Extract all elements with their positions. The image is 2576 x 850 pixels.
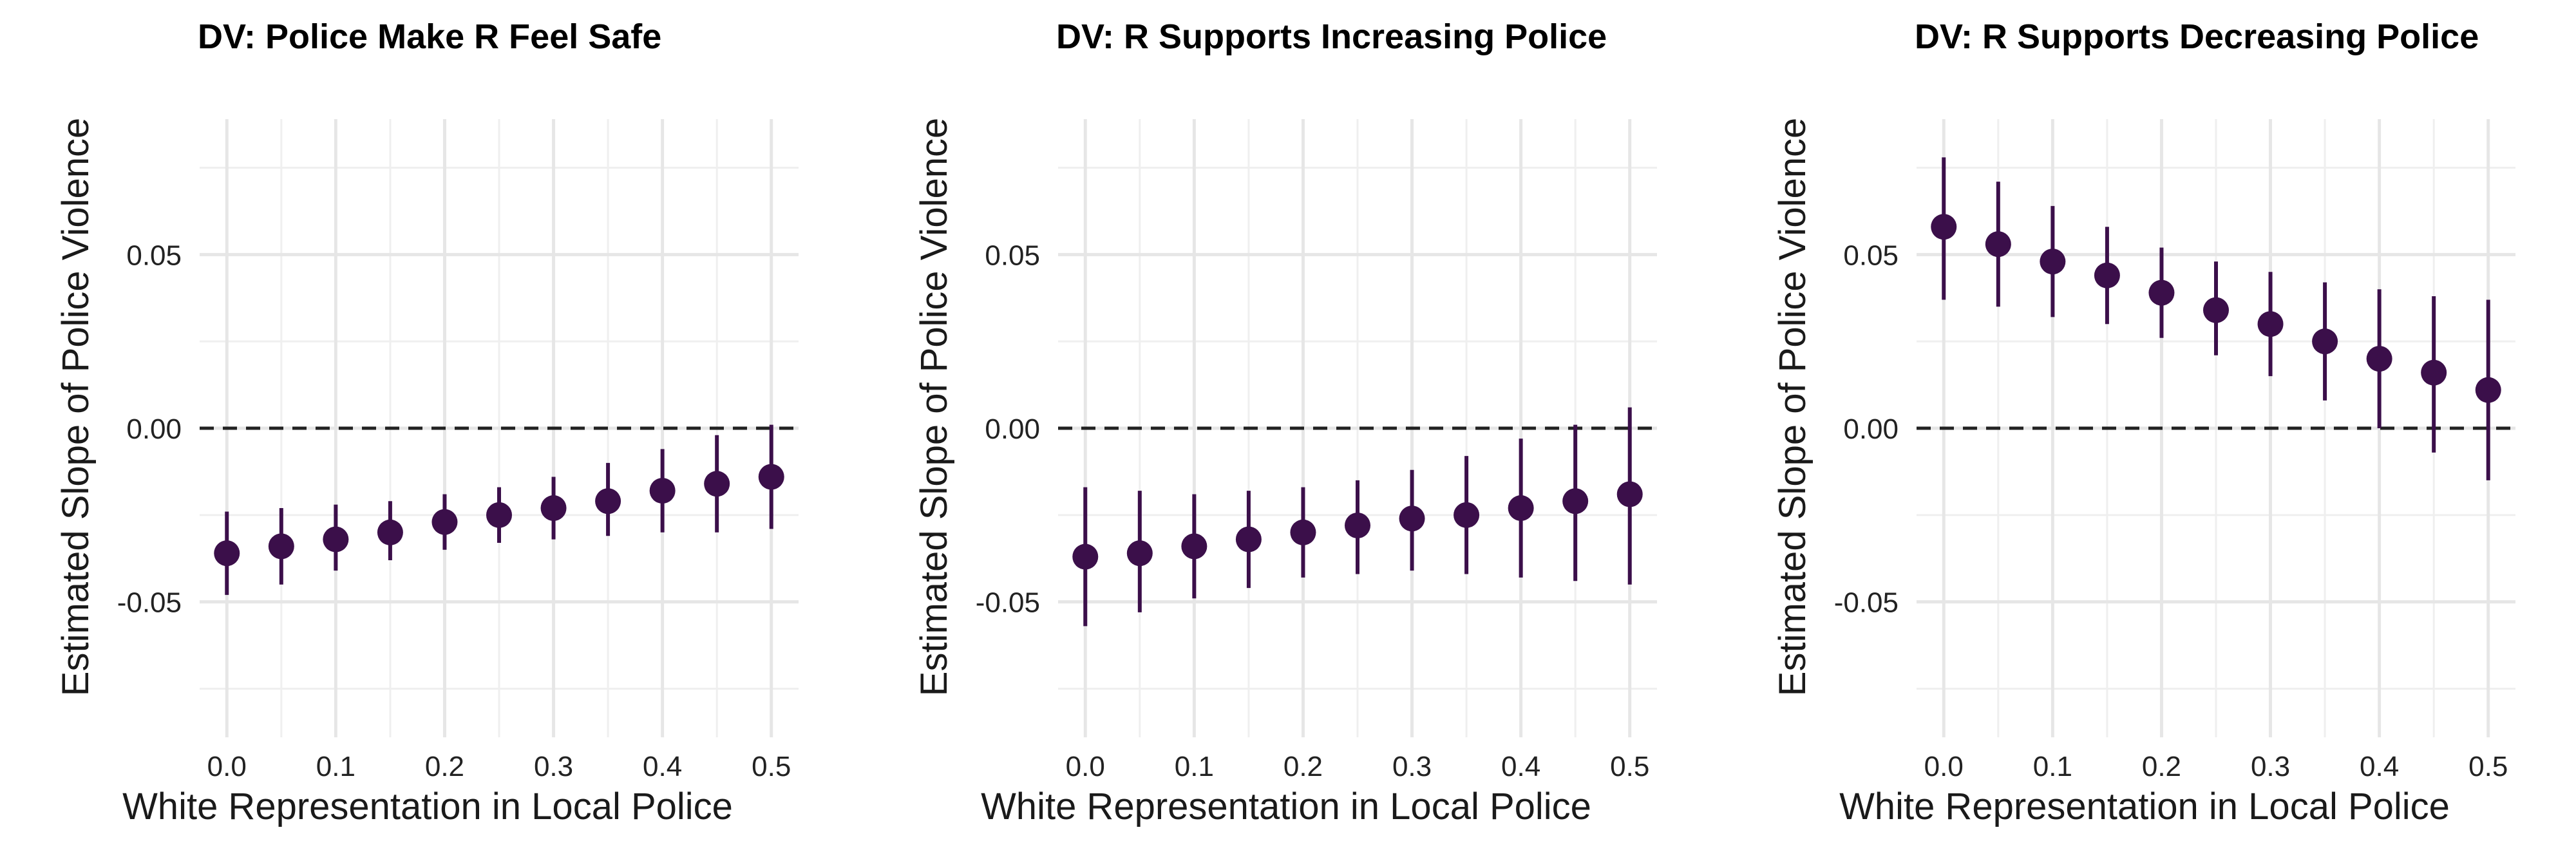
data-point (323, 526, 349, 552)
x-tick-label: 0.5 (752, 751, 791, 782)
x-tick-label: 0.1 (2033, 751, 2072, 782)
data-point (2148, 279, 2175, 306)
x-tick-label: 0.5 (1610, 751, 1649, 782)
data-point (2366, 346, 2392, 372)
x-tick-label: 0.1 (316, 751, 355, 782)
panel-supports-increasing-police: DV: R Supports Increasing Police Estimat… (913, 17, 1657, 827)
x-tick-label: 0.0 (207, 751, 247, 782)
x-tick-label: 0.2 (425, 751, 464, 782)
data-point (1562, 488, 1589, 515)
data-point (1126, 540, 1153, 567)
data-point (1290, 519, 1316, 545)
x-axis-title: White Representation in Local Police (981, 786, 1591, 827)
y-axis-title: Estimated Slope of Police Violence (55, 118, 97, 696)
data-point (377, 519, 403, 545)
data-point (1454, 502, 1480, 528)
data-point (704, 471, 730, 497)
x-tick-label: 0.3 (534, 751, 573, 782)
data-point (2040, 249, 2066, 275)
data-point (1345, 513, 1370, 539)
data-point (2203, 297, 2229, 323)
data-point (1235, 526, 1262, 552)
data-point (2312, 328, 2338, 355)
x-tick-label: 0.4 (2360, 751, 2399, 782)
data-point (758, 464, 784, 490)
data-point (1616, 481, 1643, 507)
gridlines (1058, 119, 1657, 737)
data-point (214, 540, 240, 567)
x-tick-label: 0.3 (2251, 751, 2290, 782)
y-tick-label: 0.05 (126, 240, 182, 271)
data-point (2257, 311, 2284, 337)
x-tick-label: 0.0 (1066, 751, 1105, 782)
gridlines (1917, 119, 2515, 737)
y-tick-label: 0.05 (985, 240, 1040, 271)
gridlines (200, 119, 799, 737)
data-point (2475, 377, 2501, 403)
data-point (595, 488, 621, 515)
x-tick-label: 0.3 (1392, 751, 1432, 782)
panel-police-feel-safe: DV: Police Make R Feel Safe Estimated Sl… (55, 17, 799, 827)
data-point (2421, 359, 2447, 386)
x-tick-label: 0.4 (1501, 751, 1540, 782)
x-tick-label: 0.5 (2468, 751, 2508, 782)
panel-title: DV: Police Make R Feel Safe (198, 17, 661, 56)
data-point (1931, 214, 1957, 240)
y-tick-label: 0.00 (1843, 413, 1899, 445)
y-tick-label: -0.05 (117, 587, 182, 619)
panel-title: DV: R Supports Decreasing Police (1915, 17, 2479, 56)
data-point (540, 495, 567, 522)
x-tick-label: 0.4 (643, 751, 682, 782)
data-point (1508, 495, 1534, 522)
y-tick-label: -0.05 (976, 587, 1040, 619)
y-tick-label: -0.05 (1834, 587, 1899, 619)
data-point (268, 533, 294, 560)
x-axis-title: White Representation in Local Police (1839, 786, 2450, 827)
panel-title: DV: R Supports Increasing Police (1056, 17, 1607, 56)
y-tick-label: 0.00 (985, 413, 1040, 445)
data-point (649, 478, 676, 504)
data-point (1181, 533, 1208, 560)
y-tick-label: 0.00 (126, 413, 182, 445)
x-tick-label: 0.1 (1175, 751, 1214, 782)
x-tick-label: 0.2 (1283, 751, 1323, 782)
data-point (1985, 231, 2011, 258)
data-point (431, 509, 458, 535)
panel-supports-decreasing-police: DV: R Supports Decreasing Police Estimat… (1772, 17, 2515, 827)
data-point (486, 502, 512, 528)
data-point (2094, 262, 2120, 288)
data-point (1399, 505, 1425, 532)
x-tick-label: 0.0 (1924, 751, 1964, 782)
y-axis-title: Estimated Slope of Police Violence (913, 118, 955, 696)
y-tick-label: 0.05 (1843, 240, 1899, 271)
x-tick-label: 0.2 (2142, 751, 2181, 782)
y-axis-title: Estimated Slope of Police Violence (1772, 118, 1814, 696)
data-point (1072, 543, 1099, 570)
x-axis-title: White Representation in Local Police (122, 786, 733, 827)
